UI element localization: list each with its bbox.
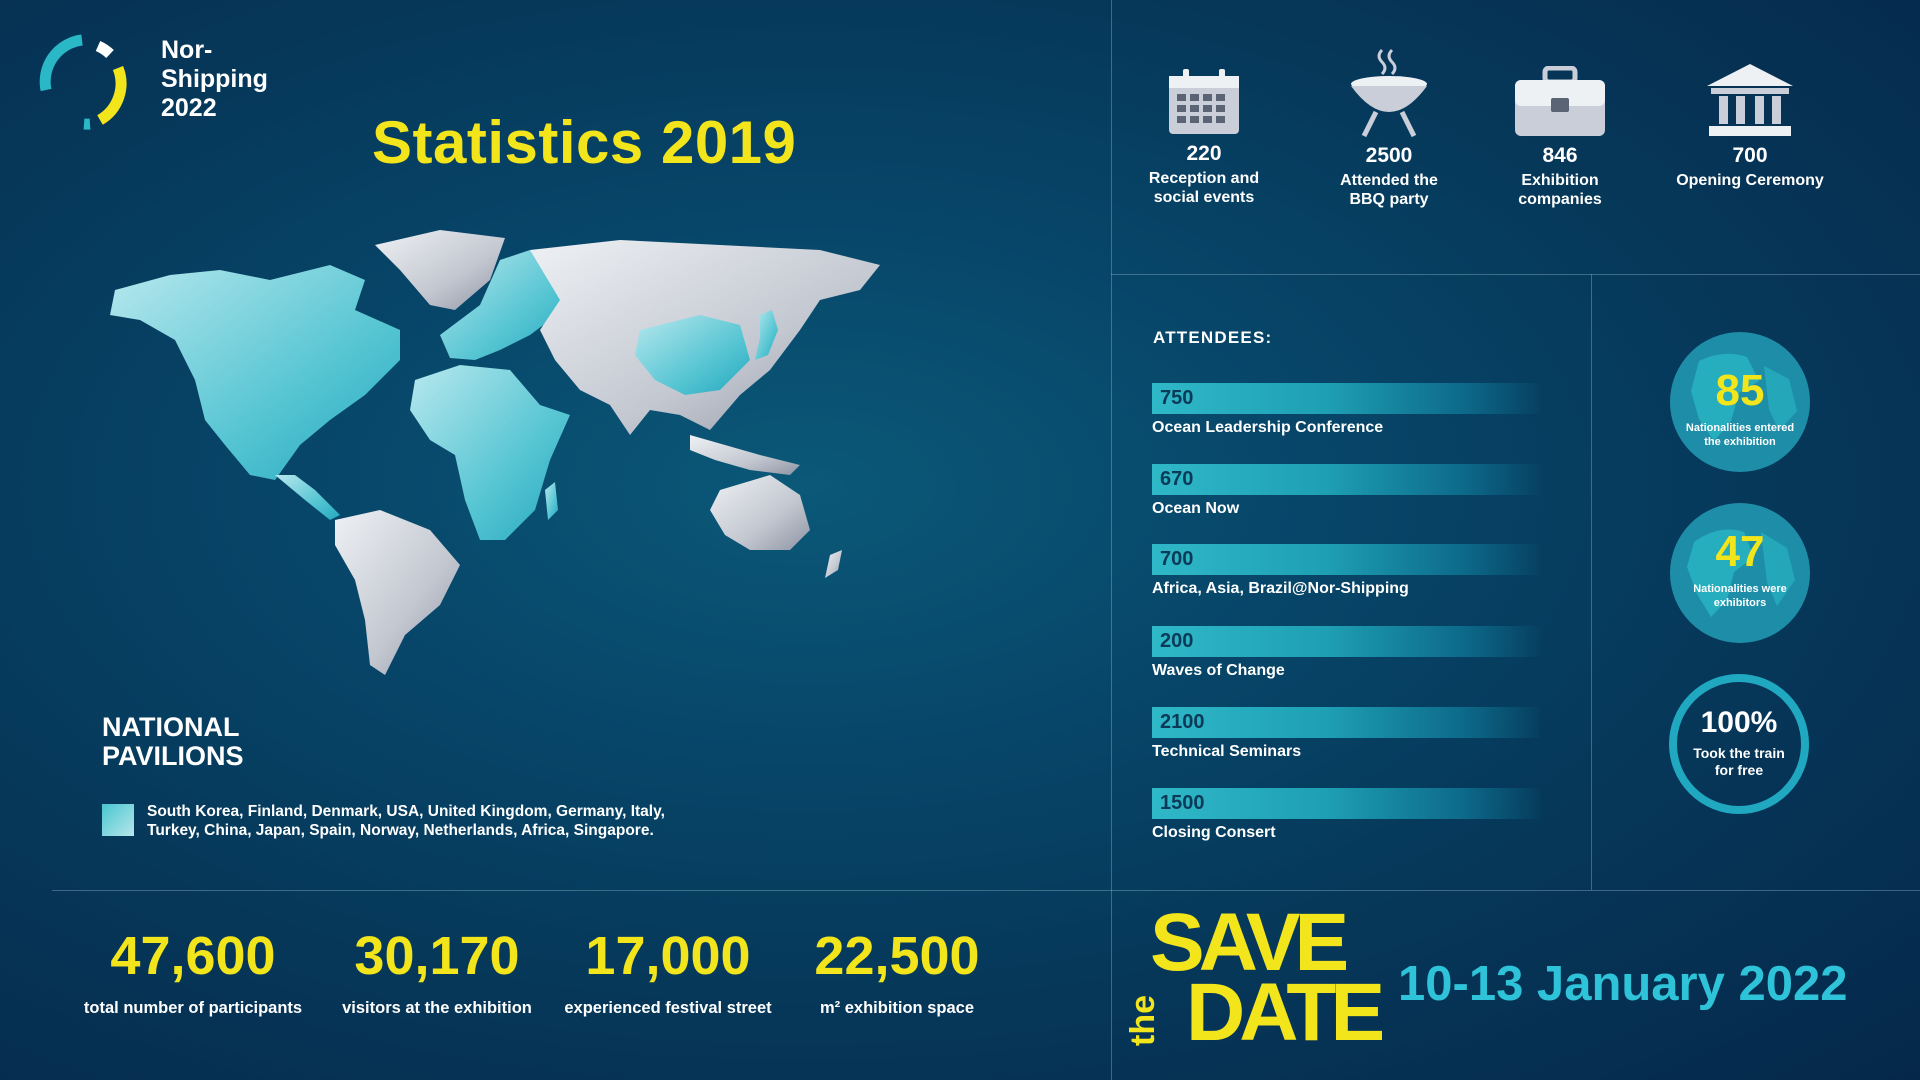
globe-icon [1670, 503, 1810, 643]
logo-text: Nor- Shipping 2022 [161, 36, 268, 123]
page-title: Statistics 2019 [372, 109, 797, 176]
attendee-label: Waves of Change [1152, 662, 1285, 679]
stat-space-label: m² exhibition space [819, 999, 975, 1017]
globe-nationalities-entered-value: 85 [1715, 366, 1765, 415]
stat-visitors-value: 30,170 [354, 926, 520, 986]
pavilions-list-line-2: Turkey, China, Japan, Spain, Norway, Net… [147, 822, 654, 839]
building-icon [1707, 64, 1793, 136]
legend-swatch [102, 804, 134, 836]
national-pavilions-heading: NATIONAL PAVILIONS [102, 713, 244, 771]
train-label: Took the train for free [1669, 745, 1809, 779]
attendee-bar: 1500 [1152, 788, 1540, 819]
attendee-value: 2100 [1160, 711, 1205, 733]
stat-exhibition-visitors: 30,170 visitors at the exhibition [332, 925, 542, 1018]
globe-label-line-2: the exhibition [1704, 436, 1776, 448]
attendee-label: Ocean Now [1152, 500, 1240, 517]
divider-vertical-main [1111, 0, 1112, 1080]
stat-participants-value: 47,600 [110, 926, 276, 986]
attendee-value: 1500 [1160, 792, 1205, 814]
stat-bbq-value: 2500 [1365, 144, 1413, 167]
attendee-bar: 670 [1152, 464, 1540, 495]
event-date: 10-13 January 2022 [1398, 957, 1848, 1011]
globe-label-line-2: exhibitors [1713, 597, 1767, 609]
stat-ceremony-label-1: Opening Ceremony [1676, 172, 1824, 189]
stat-reception-events: 220 Reception and social events [1114, 66, 1294, 207]
attendee-value: 670 [1160, 468, 1194, 490]
train-label-line-1: Took the train [1693, 745, 1785, 761]
save-the-date-date: DATE [1186, 967, 1385, 1058]
globe-nationalities-exhibitors-label: Nationalities were exhibitors [1669, 582, 1811, 610]
divider-horizontal-bottom [52, 890, 1920, 891]
stat-exhibition-space: 22,500 m² exhibition space [792, 925, 1002, 1018]
nor-shipping-logo-icon [39, 34, 127, 130]
pavilions-list-line-1: South Korea, Finland, Denmark, USA, Unit… [147, 803, 665, 820]
logo-line-1: Nor- [161, 36, 213, 64]
stat-companies-label-2: companies [1518, 191, 1602, 208]
globe-label-line-1: Nationalities entered [1685, 422, 1795, 434]
stat-opening-ceremony: 700 Opening Ceremony [1660, 62, 1840, 190]
pavilions-country-list: South Korea, Finland, Denmark, USA, Unit… [147, 802, 747, 840]
stat-festival-value: 17,000 [585, 926, 751, 986]
train-ring [1669, 674, 1809, 814]
stat-exhibition-companies: 846 Exhibition companies [1470, 66, 1650, 209]
save-the-date-the: the [1124, 995, 1162, 1046]
world-map-image [110, 230, 880, 675]
stat-festival-street: 17,000 experienced festival street [558, 925, 778, 1018]
attendee-label: Ocean Leadership Conference [1152, 419, 1384, 436]
attendee-row-closing-consert: 1500 Closing Consert [1152, 788, 1542, 842]
stat-bbq-label-1: Attended the [1340, 172, 1438, 189]
attendee-bar: 700 [1152, 544, 1540, 575]
stat-companies-value: 846 [1542, 144, 1578, 167]
stat-visitors-label: visitors at the exhibition [342, 999, 532, 1017]
attendee-label: Closing Consert [1152, 824, 1276, 841]
attendee-row-africa-asia-brazil: 700 Africa, Asia, Brazil@Nor-Shipping [1152, 544, 1542, 598]
stat-companies-label-1: Exhibition [1521, 172, 1599, 189]
attendee-label: Technical Seminars [1152, 743, 1302, 760]
stat-space-value: 22,500 [814, 926, 980, 986]
bbq-grill-icon [1351, 48, 1427, 138]
stat-ceremony-value: 700 [1732, 144, 1768, 167]
save-the-date-save: SAVE [1150, 897, 1349, 988]
attendee-row-technical-seminars: 2100 Technical Seminars [1152, 707, 1542, 761]
train-percent-value: 100% [1700, 706, 1778, 739]
globe-icon [1670, 332, 1810, 472]
briefcase-icon [1515, 66, 1605, 136]
pavilions-title-line-1: NATIONAL [102, 712, 240, 742]
globe-nationalities-entered-label: Nationalities entered the exhibition [1669, 421, 1811, 449]
logo-line-2: Shipping [161, 65, 268, 93]
attendee-row-waves-of-change: 200 Waves of Change [1152, 626, 1542, 680]
calendar-icon [1169, 69, 1239, 134]
train-label-line-2: for free [1714, 762, 1764, 778]
attendee-bar: 200 [1152, 626, 1540, 657]
logo-line-3: 2022 [161, 94, 217, 122]
stat-total-participants: 47,600 total number of participants [78, 925, 308, 1018]
globe-nationalities-exhibitors-value: 47 [1715, 527, 1765, 576]
attendee-bar: 2100 [1152, 707, 1540, 738]
divider-vertical-right [1591, 274, 1592, 890]
stat-participants-label: total number of participants [83, 999, 303, 1017]
stat-reception-value: 220 [1186, 142, 1222, 165]
stat-festival-label: experienced festival street [564, 999, 772, 1017]
attendee-row-ocean-leadership: 750 Ocean Leadership Conference [1152, 383, 1542, 437]
pavilions-title-line-2: PAVILIONS [102, 741, 244, 771]
attendee-bar: 750 [1152, 383, 1540, 414]
attendee-row-ocean-now: 670 Ocean Now [1152, 464, 1542, 518]
divider-horizontal-top-right [1111, 274, 1920, 275]
attendee-label: Africa, Asia, Brazil@Nor-Shipping [1152, 580, 1409, 597]
stat-reception-label-1: Reception and [1148, 170, 1260, 187]
globe-label-line-1: Nationalities were [1693, 583, 1787, 595]
attendee-value: 200 [1160, 630, 1194, 652]
stat-reception-label-2: social events [1153, 189, 1255, 206]
stat-bbq-label-2: BBQ party [1349, 191, 1429, 208]
attendee-value: 750 [1160, 387, 1194, 409]
stat-bbq-party: 2500 Attended the BBQ party [1299, 48, 1479, 209]
attendees-heading: ATTENDEES: [1153, 328, 1273, 347]
attendee-value: 700 [1160, 548, 1194, 570]
